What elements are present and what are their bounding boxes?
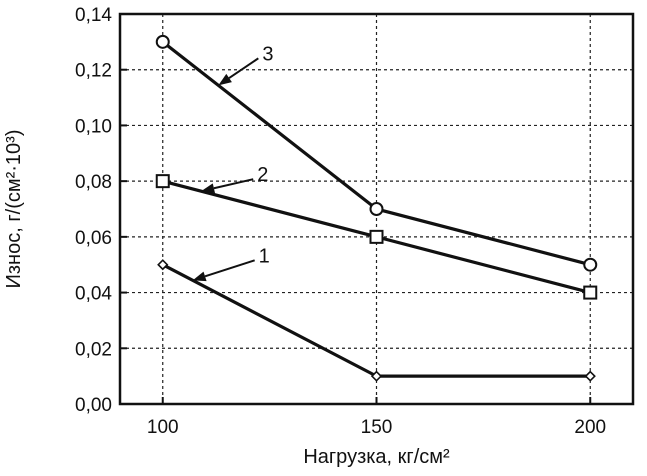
y-tick-label: 0,02 <box>75 339 112 360</box>
plot-frame <box>118 12 635 406</box>
marker-circle <box>583 257 598 272</box>
x-tick-labels: 100 150 200 <box>147 417 606 438</box>
callout-arrow-3 <box>228 57 259 79</box>
series-callouts: 1 2 3 <box>192 43 273 282</box>
y-tick-label: 0,04 <box>75 284 112 305</box>
marker-square <box>155 174 170 189</box>
y-tick-label: 0,06 <box>75 228 112 249</box>
y-tick-label: 0,00 <box>75 395 112 416</box>
y-axis-title: Износ, г/(см²·10³) <box>3 130 25 289</box>
series-label-1: 1 <box>259 245 270 267</box>
y-tick-label: 0,12 <box>75 61 112 82</box>
callout-arrowhead-3 <box>218 73 232 86</box>
series-label-2: 2 <box>257 164 268 186</box>
x-tick-label: 150 <box>361 417 393 438</box>
callout-arrowhead-1 <box>192 271 207 282</box>
y-tick-labels: 0,00 0,02 0,04 0,06 0,08 0,10 0,12 0,14 <box>75 5 112 416</box>
data-markers <box>155 34 598 382</box>
series-label-3: 3 <box>262 43 273 65</box>
marker-diamond <box>584 370 596 382</box>
y-tick-label: 0,14 <box>75 5 112 26</box>
y-tick-label: 0,10 <box>75 116 112 137</box>
y-tick-label: 0,08 <box>75 172 112 193</box>
callout-arrow-2 <box>213 178 254 190</box>
x-tick-label: 100 <box>147 417 179 438</box>
marker-diamond <box>157 259 169 271</box>
x-tick-label: 200 <box>574 417 606 438</box>
marker-circle <box>155 34 170 49</box>
marker-diamond <box>370 370 383 382</box>
marker-square <box>583 285 598 300</box>
marker-square <box>369 229 384 244</box>
marker-circle <box>369 202 384 216</box>
callout-arrowhead-2 <box>201 183 216 194</box>
callout-arrow-1 <box>204 259 255 278</box>
x-axis-title: Нагрузка, кг/см² <box>303 446 450 468</box>
